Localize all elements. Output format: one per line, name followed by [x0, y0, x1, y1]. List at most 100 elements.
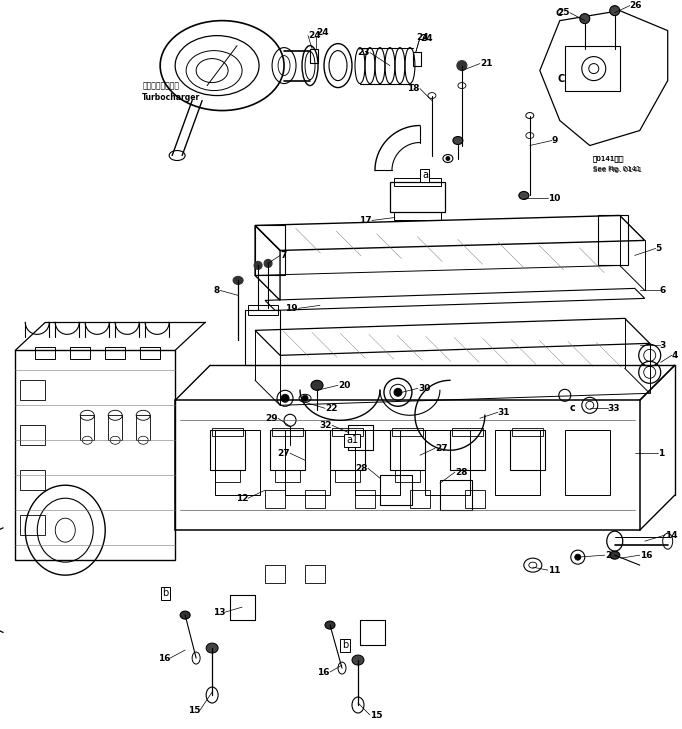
Ellipse shape	[610, 6, 620, 15]
Bar	[440, 480, 472, 510]
Ellipse shape	[457, 61, 467, 71]
Text: 図0141参照: 図0141参照	[593, 155, 623, 162]
Text: ターボチャージャ: ターボチャージャ	[142, 81, 179, 90]
Ellipse shape	[311, 381, 323, 390]
Bar	[512, 428, 543, 436]
Text: 8: 8	[214, 286, 220, 295]
Text: a1: a1	[346, 435, 358, 445]
Bar	[495, 430, 540, 495]
Ellipse shape	[281, 394, 289, 402]
Bar	[413, 52, 421, 66]
Text: 18: 18	[407, 84, 420, 93]
Ellipse shape	[580, 14, 590, 23]
Text: 3: 3	[659, 341, 666, 350]
Bar	[465, 490, 485, 508]
Bar	[355, 490, 375, 508]
Bar	[394, 212, 441, 220]
Text: 30: 30	[418, 383, 430, 393]
Text: 21: 21	[480, 59, 492, 68]
Ellipse shape	[325, 621, 335, 629]
Bar	[410, 490, 430, 508]
Text: 19: 19	[285, 304, 298, 313]
Bar	[395, 470, 420, 482]
Bar	[330, 430, 365, 470]
Bar	[248, 305, 278, 316]
Ellipse shape	[519, 192, 529, 200]
Bar	[136, 416, 150, 440]
Text: a: a	[422, 171, 428, 181]
Bar	[305, 565, 325, 583]
Text: b: b	[162, 588, 168, 598]
Bar	[332, 428, 363, 436]
Text: 31: 31	[498, 408, 510, 417]
Bar	[390, 430, 425, 470]
Bar	[597, 216, 627, 265]
Ellipse shape	[394, 389, 402, 397]
Text: 2: 2	[605, 550, 611, 560]
Bar	[20, 515, 45, 535]
Bar	[105, 347, 125, 359]
Ellipse shape	[446, 157, 450, 160]
Bar	[390, 182, 445, 212]
Text: 24: 24	[416, 33, 428, 42]
Text: Turbocharger: Turbocharger	[142, 93, 201, 102]
Bar	[215, 470, 240, 482]
Ellipse shape	[453, 136, 463, 144]
Ellipse shape	[302, 395, 308, 401]
Text: 7: 7	[280, 251, 286, 260]
Ellipse shape	[352, 655, 364, 665]
Text: 15: 15	[188, 706, 200, 714]
Bar	[565, 430, 610, 495]
Text: 17: 17	[359, 216, 372, 225]
Text: 4: 4	[672, 351, 678, 360]
Text: 6: 6	[659, 286, 666, 295]
Bar	[20, 470, 45, 490]
Text: 1: 1	[657, 449, 664, 458]
Text: 29: 29	[265, 414, 278, 423]
Text: 22: 22	[325, 404, 338, 413]
Text: 33: 33	[608, 404, 620, 413]
Text: See Fig. 0141: See Fig. 0141	[593, 165, 640, 171]
Bar	[265, 565, 285, 583]
Bar	[265, 490, 285, 508]
Text: 14: 14	[665, 531, 677, 539]
Bar	[35, 347, 55, 359]
Text: 10: 10	[548, 194, 560, 203]
Bar	[212, 428, 243, 436]
Text: 5: 5	[655, 244, 662, 253]
Text: 20: 20	[338, 381, 351, 390]
Bar	[70, 347, 90, 359]
Text: 16: 16	[640, 550, 652, 560]
Text: 12: 12	[235, 494, 248, 503]
Text: 27: 27	[278, 449, 290, 458]
Bar	[355, 430, 400, 495]
Ellipse shape	[610, 551, 620, 559]
Text: 23: 23	[357, 48, 370, 57]
Bar	[215, 430, 260, 495]
Ellipse shape	[233, 276, 243, 284]
Text: 13: 13	[213, 607, 225, 617]
Text: 16: 16	[158, 654, 170, 663]
Bar	[20, 425, 45, 445]
Bar	[108, 416, 122, 440]
Bar	[380, 475, 412, 505]
Bar	[510, 430, 545, 470]
Bar	[565, 46, 620, 90]
Ellipse shape	[180, 611, 190, 619]
Bar	[305, 490, 325, 508]
Bar	[452, 428, 483, 436]
Bar	[245, 311, 280, 365]
Ellipse shape	[575, 554, 581, 560]
Text: C: C	[556, 9, 563, 18]
Bar	[210, 430, 245, 470]
Bar	[285, 430, 330, 495]
Bar	[140, 347, 160, 359]
Ellipse shape	[264, 260, 272, 268]
Text: 27: 27	[435, 444, 447, 453]
Text: 15: 15	[370, 711, 383, 720]
Text: 28: 28	[455, 468, 467, 477]
Bar	[348, 425, 373, 451]
Text: b: b	[342, 640, 348, 650]
Text: See Fig. 0141: See Fig. 0141	[593, 168, 642, 174]
Bar	[425, 430, 470, 495]
